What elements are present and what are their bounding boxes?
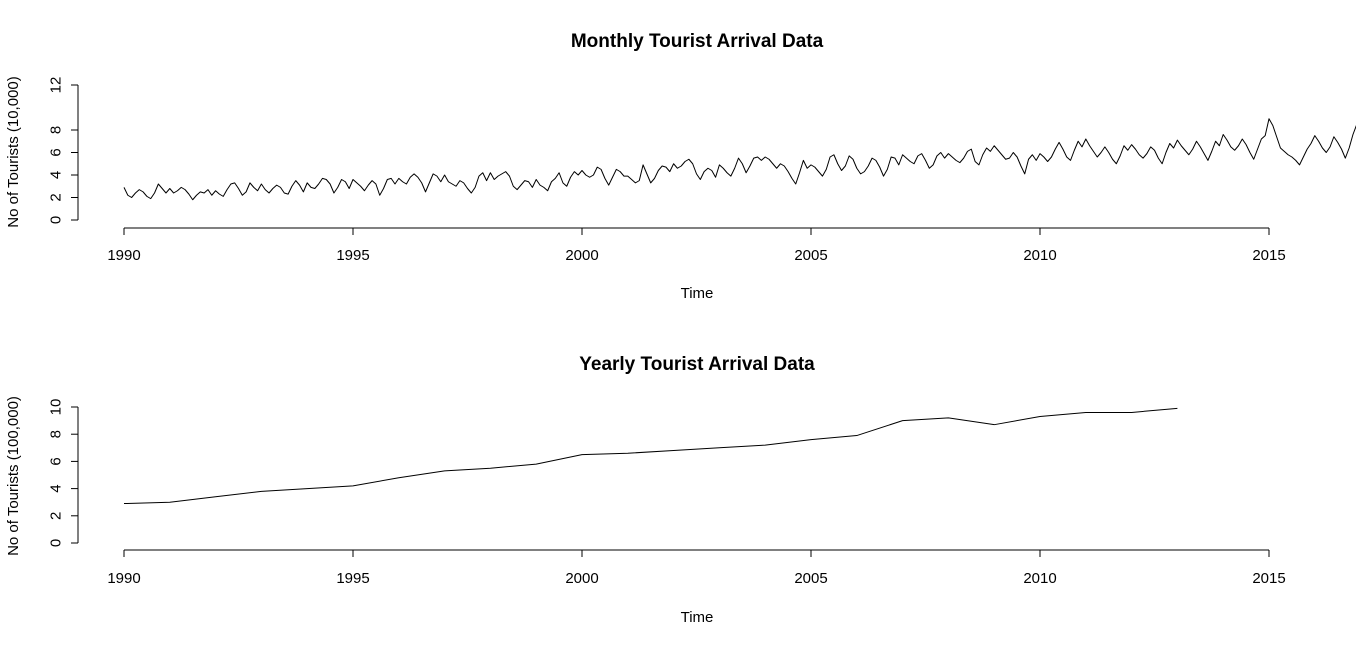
x-tick-label: 2010 [1023,570,1056,587]
y-tick-label: 0 [48,216,65,224]
x-tick-label: 2010 [1023,247,1056,264]
y-tick-label: 4 [48,484,65,492]
y-tick-label: 6 [48,148,65,156]
x-tick-label: 2015 [1252,247,1285,264]
x-tick-label: 1995 [336,247,369,264]
y-axis-label: No of Tourists (10,000) [5,76,22,227]
y-tick-label: 8 [48,430,65,438]
chart-title: Yearly Tourist Arrival Data [579,354,815,375]
x-axis-label: Time [681,285,714,302]
axes: 1990 1995 2000 2005 2010 2015 0 2 4 6 8 10 [48,399,1286,587]
x-tick-label: 2005 [794,570,827,587]
x-tick-label: 1995 [336,570,369,587]
series-marks [123,407,1178,505]
x-tick-label: 2015 [1252,570,1285,587]
y-tick-label: 2 [48,512,65,520]
series-line [123,407,1178,505]
y-tick-label: 6 [48,457,65,465]
chart-title: Monthly Tourist Arrival Data [571,31,824,52]
y-tick-label: 12 [48,77,65,94]
y-axis-label: No of Tourists (100,000) [5,396,22,556]
y-tick-label: 2 [48,193,65,201]
y-tick-label: 8 [48,126,65,134]
monthly-chart: Monthly Tourist Arrival Data Time No of … [5,31,1356,302]
x-tick-label: 2000 [565,570,598,587]
series-marks [123,118,1356,201]
x-tick-label: 2005 [794,247,827,264]
y-tick-label: 4 [48,171,65,179]
y-tick-label: 0 [48,539,65,547]
yearly-chart: Yearly Tourist Arrival Data Time No of T… [5,354,1286,626]
axes: 1990 1995 2000 2005 2010 2015 0 2 4 6 8 12 [48,77,1286,264]
y-tick-label: 10 [48,399,65,416]
x-tick-label: 1990 [107,247,140,264]
x-tick-label: 2000 [565,247,598,264]
series-line [123,118,1356,201]
x-tick-label: 1990 [107,570,140,587]
x-axis-label: Time [681,609,714,626]
